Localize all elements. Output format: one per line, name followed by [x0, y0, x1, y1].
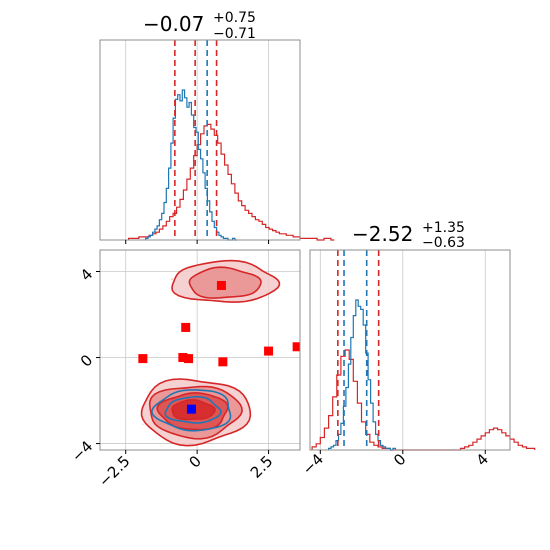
- joint-red-marker-5: [218, 357, 228, 367]
- marginal-y-tick-label-1: 0: [390, 450, 409, 469]
- joint-contour-6: [164, 395, 222, 424]
- marginal-y-title: −2.52 +1.35 −0.63: [352, 220, 465, 251]
- joint-red-marker-2: [138, 354, 148, 364]
- marginal-y-title-main: −2.52: [352, 222, 413, 246]
- joint-red-marker-4: [184, 354, 194, 364]
- marginal-y-tick-label-0: −4: [299, 450, 327, 478]
- marginal-y-title-sub: −0.63: [422, 235, 465, 251]
- joint-y-tick-label-2: 4: [77, 265, 96, 284]
- marginal-x-hist-step-1: [145, 89, 238, 241]
- joint-frame: [99, 249, 301, 451]
- marginal-x-title: −0.07 +0.75 −0.71: [143, 10, 256, 42]
- joint-red-marker-6: [264, 346, 274, 356]
- marginal-y-histogram-panel: −4 0 4: [299, 249, 536, 478]
- joint-x-tick-label-0: −2.5: [95, 452, 133, 490]
- joint-sample-point: [171, 278, 174, 281]
- joint-y-tick-label-0: −4: [68, 437, 96, 465]
- marginal-y-title-sup: +1.35: [422, 220, 465, 236]
- joint-scatter-panel: −2.5 0 2.5 −4 0 4: [68, 249, 301, 491]
- marginal-x-frame: [99, 39, 301, 241]
- marginal-y-tick-label-2: 4: [473, 450, 492, 469]
- marginal-x-histogram-panel: [99, 39, 335, 244]
- joint-y-tick-label-1: 0: [77, 351, 96, 370]
- joint-red-marker-3: [178, 353, 188, 363]
- joint-blue-marker: [186, 404, 196, 414]
- marginal-x-title-sub: −0.71: [213, 26, 256, 42]
- joint-sample-point: [141, 423, 144, 426]
- joint-red-marker-7: [292, 342, 300, 352]
- marginal-x-title-main: −0.07: [143, 12, 204, 36]
- marginal-x-title-sup: +0.75: [213, 10, 256, 26]
- marginal-y-frame: [309, 249, 511, 451]
- joint-red-marker-1: [181, 322, 191, 332]
- joint-x-tick-label-1: 0: [185, 452, 204, 471]
- joint-red-marker-0: [216, 280, 226, 290]
- marginal-x-hist-step-0: [128, 123, 335, 241]
- joint-x-tick-label-2: 2.5: [247, 452, 277, 482]
- joint-plot-area: [100, 250, 300, 450]
- joint-contour-5: [151, 389, 232, 432]
